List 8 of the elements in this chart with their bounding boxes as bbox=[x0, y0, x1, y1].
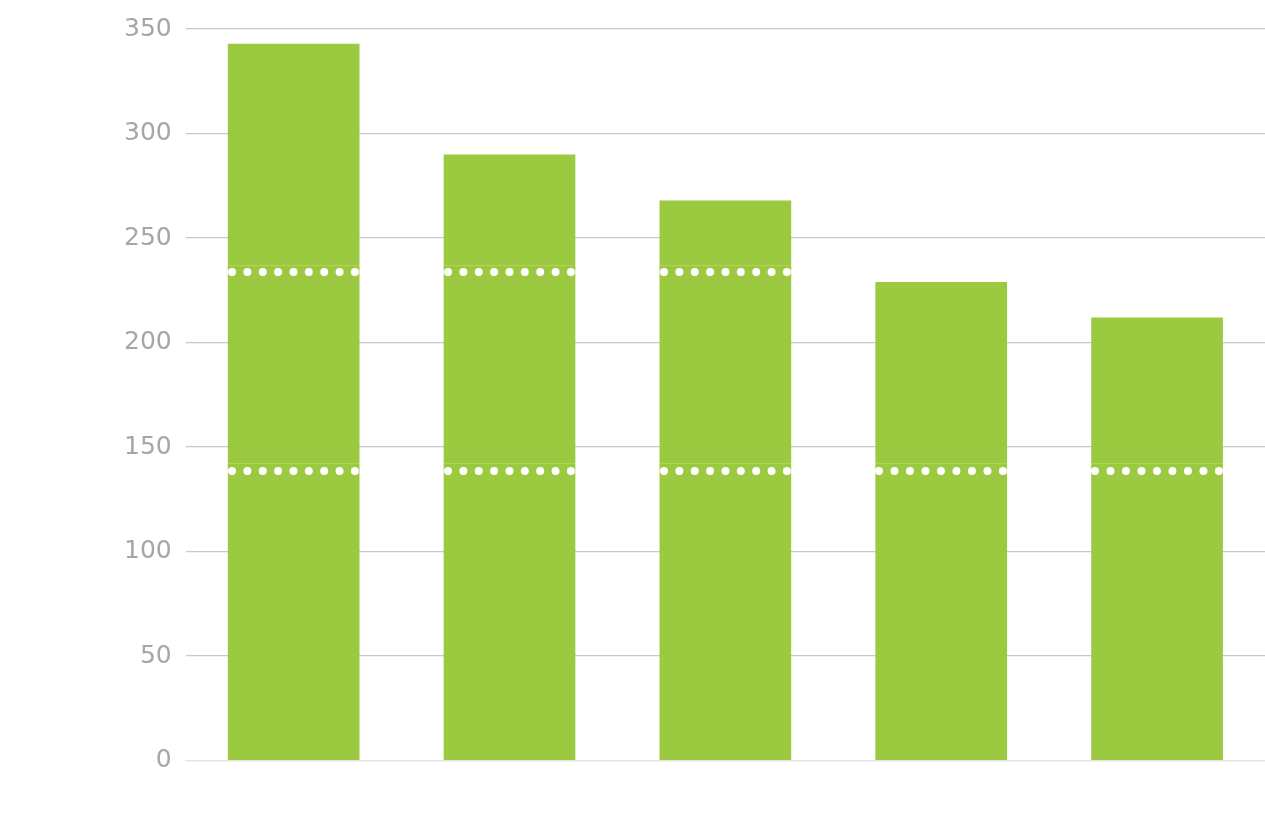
y-tick-label: 200 bbox=[124, 326, 172, 356]
y-tick-label: 300 bbox=[124, 117, 172, 147]
y-tick-label: 350 bbox=[124, 12, 172, 42]
y-tick-label: 50 bbox=[139, 639, 172, 669]
y-tick-label: 250 bbox=[124, 221, 172, 251]
y-tick-label: 150 bbox=[124, 430, 172, 460]
y-tick-label: 100 bbox=[124, 535, 172, 565]
y-tick-label: 0 bbox=[155, 744, 172, 774]
